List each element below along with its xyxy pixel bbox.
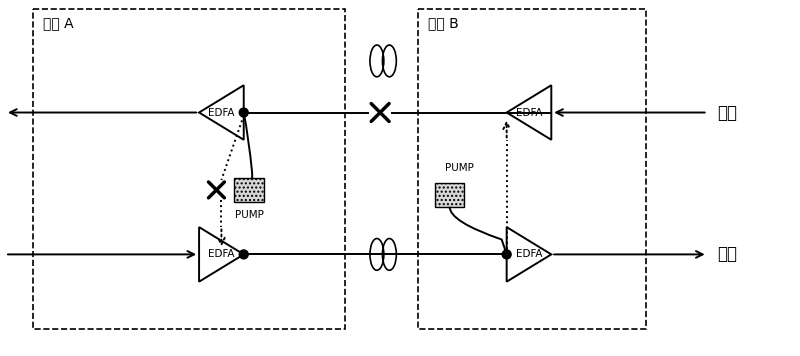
Text: PUMP: PUMP (445, 163, 474, 173)
Text: 站点 B: 站点 B (428, 16, 458, 30)
Circle shape (502, 250, 511, 259)
Bar (33, 9, 346, 329)
Text: 西向: 西向 (718, 104, 738, 121)
Text: EDFA: EDFA (516, 108, 542, 117)
Bar (434, 183, 465, 207)
Text: PUMP: PUMP (234, 210, 264, 220)
Text: EDFA: EDFA (208, 250, 234, 260)
Bar (418, 9, 646, 329)
Circle shape (239, 108, 248, 117)
Text: EDFA: EDFA (208, 108, 234, 117)
Circle shape (239, 250, 248, 259)
Text: 东向: 东向 (718, 245, 738, 263)
Bar (234, 178, 264, 202)
Text: 站点 A: 站点 A (43, 16, 74, 30)
Text: EDFA: EDFA (516, 250, 542, 260)
